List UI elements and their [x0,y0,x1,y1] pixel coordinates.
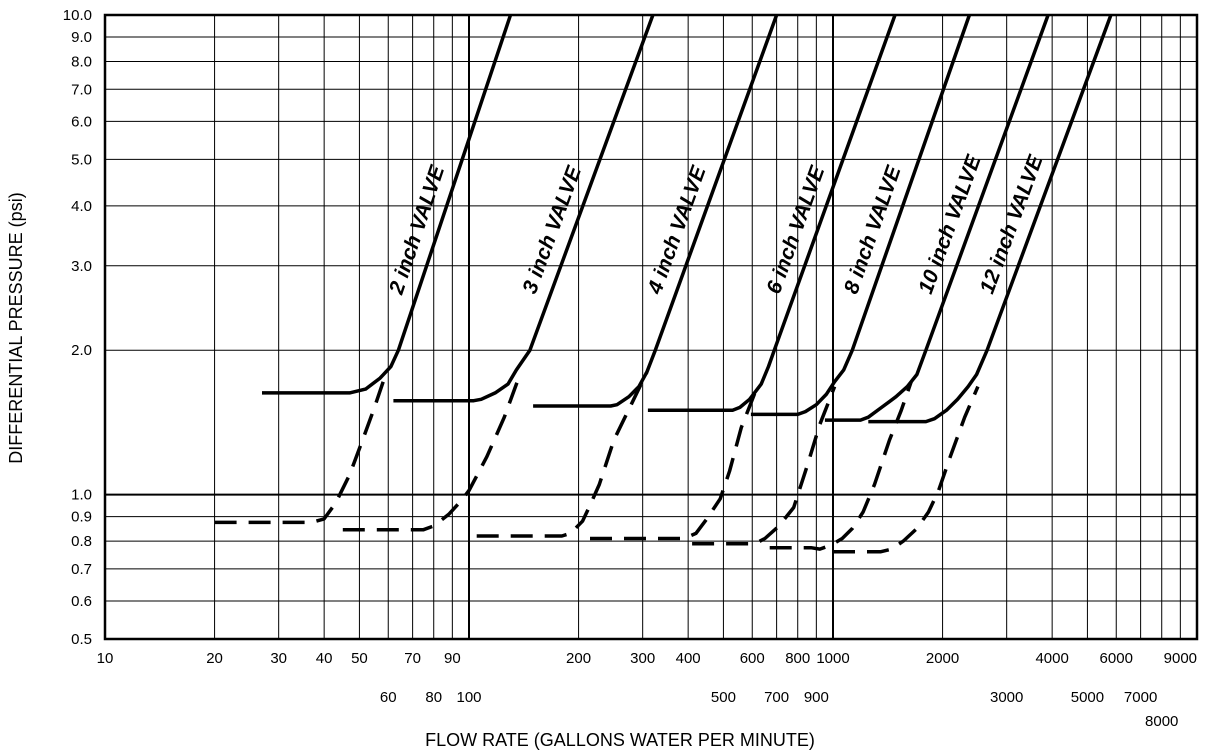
y-tick-label: 6.0 [71,113,92,130]
y-tick-label: 3.0 [71,258,92,275]
curve-10-inch-solid [824,14,1050,422]
x-tick-label: 6000 [1100,650,1133,667]
curve-12-inch-solid [868,14,1113,424]
x-tick-label: 600 [740,650,765,667]
x-tick-label: 80 [425,689,442,706]
x-tick-label: 70 [404,650,421,667]
x-tick-label: 700 [764,689,789,706]
valve-label-10-inch: 10 inch VALVE [914,151,986,297]
y-tick-label: 0.5 [71,631,92,648]
y-tick-label: 7.0 [71,81,92,98]
y-axis-title: DIFFERENTIAL PRESSURE (psi) [6,192,26,463]
curve-12-inch-dashed [833,385,980,554]
x-tick-label: 1000 [816,650,849,667]
x-axis-title: FLOW RATE (GALLONS WATER PER MINUTE) [425,730,815,750]
x-tick-label: 7000 [1124,689,1157,706]
curve-3-inch-solid [393,14,655,403]
x-tick-label: 500 [711,689,736,706]
y-tick-label: 2.0 [71,342,92,359]
curve-6-inch-solid [647,14,897,412]
valve-labels: 2 inch VALVE 3 inch VALVE 4 inch VALVE 6 in… [385,151,1048,298]
y-tick-label: 0.9 [71,509,92,526]
x-tick-label: 200 [566,650,591,667]
x-tick-label: 90 [444,650,461,667]
valve-label-4-inch: 4 inch VALVE [643,162,711,298]
x-tick-label: 50 [351,650,368,667]
x-tick-labels: 10 20 30 40 50 70 90 200 300 400 600 800 1000 2000 400… [97,650,1197,730]
x-tick-label: 400 [676,650,701,667]
x-tick-label: 800 [785,650,810,667]
y-tick-label: 4.0 [71,198,92,215]
curve-2-inch-dashed [214,373,388,525]
y-tick-label: 1.0 [71,487,92,504]
y-tick-label: 9.0 [71,29,92,46]
x-tick-label: 60 [380,689,397,706]
curve-10-inch-dashed [769,381,913,551]
x-tick-label: 2000 [926,650,959,667]
curve-8-inch-dashed [692,385,837,546]
y-tick-label: 10.0 [63,7,92,24]
x-tick-label: 30 [270,650,287,667]
x-tick-label: 900 [804,689,829,706]
x-tick-label: 5000 [1071,689,1104,706]
valve-curves [214,14,1113,554]
grid-lines [104,14,1197,640]
x-tick-label: 3000 [990,689,1023,706]
curve-6-inch-dashed [590,385,760,541]
x-tick-label: 8000 [1145,713,1178,730]
y-tick-label: 0.8 [71,533,92,550]
curve-8-inch-solid [750,14,972,417]
valve-label-3-inch: 3 inch VALVE [518,162,586,296]
x-tick-label: 100 [456,689,481,706]
x-tick-label: 300 [630,650,655,667]
y-tick-label: 8.0 [71,53,92,70]
plot-frame [103,13,1199,641]
curve-4-inch-solid [533,14,779,408]
curve-4-inch-dashed [476,371,649,538]
y-tick-label: 0.6 [71,593,92,610]
x-tick-label: 4000 [1035,650,1068,667]
x-tick-label: 10 [97,650,114,667]
curve-3-inch-dashed [342,373,522,532]
x-tick-label: 20 [206,650,223,667]
x-tick-label: 9000 [1164,650,1197,667]
y-tick-label: 5.0 [71,151,92,168]
y-tick-labels: 10.0 9.0 8.0 7.0 6.0 5.0 4.0 3.0 2.0 1.0 0.9 0.8 0.7… [63,7,92,648]
y-tick-label: 0.7 [71,561,92,578]
x-tick-label: 40 [316,650,333,667]
curve-2-inch-solid [262,14,513,395]
valve-label-12-inch: 12 inch VALVE [976,151,1048,296]
